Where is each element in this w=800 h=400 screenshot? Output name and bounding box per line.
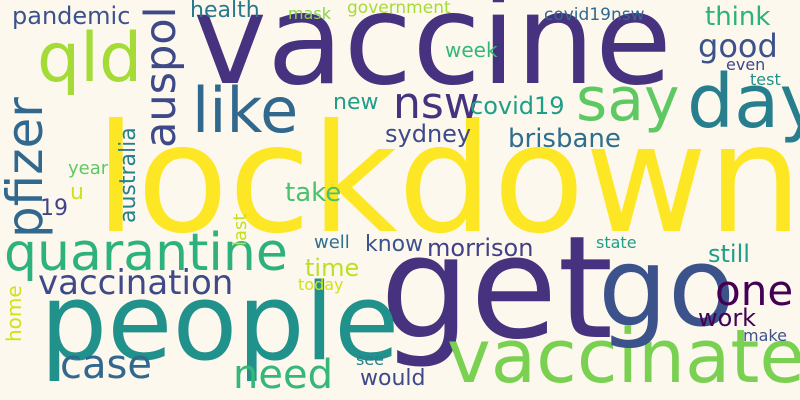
word-test: test — [750, 70, 781, 89]
word-u: u — [70, 180, 84, 205]
word-pandemic: pandemic — [12, 2, 131, 30]
word-government: government — [347, 0, 451, 18]
word-state: state — [596, 233, 637, 252]
word-australia: australia — [116, 127, 141, 223]
word-qld: qld — [37, 19, 143, 98]
word-say: say — [576, 65, 680, 135]
word-covid19nsw: covid19nsw — [544, 5, 645, 25]
word-nsw: nsw — [393, 78, 480, 129]
word-year: year — [68, 158, 109, 179]
word-morrison: morrison — [427, 234, 534, 262]
word-need: need — [233, 352, 333, 398]
word-today: today — [298, 275, 344, 294]
word-last: last — [230, 213, 251, 246]
word-would: would — [360, 366, 426, 391]
word-still: still — [708, 240, 750, 268]
word-lockdown: lockdown — [95, 93, 800, 267]
word-even: even — [726, 55, 766, 74]
word-work: work — [698, 304, 757, 332]
word-week: week — [445, 38, 498, 62]
word-health: health — [190, 0, 260, 23]
word-home: home — [2, 285, 26, 342]
word-vaccine: vaccine — [193, 0, 672, 113]
word-day: day — [687, 59, 800, 145]
word-mask: mask — [288, 4, 331, 23]
word-think: think — [705, 2, 771, 32]
word-new: new — [333, 90, 379, 115]
word-quarantine: quarantine — [4, 223, 288, 283]
word-auspol: auspol — [136, 6, 186, 148]
word-take: take — [285, 178, 342, 208]
word-make: make — [743, 326, 787, 345]
word-like: like — [192, 74, 299, 147]
word-case: case — [60, 342, 152, 388]
word-covid19: covid19 — [470, 92, 565, 120]
word-vaccinate: vaccinate — [447, 314, 800, 400]
word-19: 19 — [40, 196, 68, 221]
word-go: go — [598, 223, 736, 351]
word-well: well — [314, 232, 350, 253]
word-see: see — [356, 350, 385, 369]
word-vaccination: vaccination — [38, 263, 234, 303]
word-good: good — [698, 27, 778, 65]
word-people: people — [40, 261, 400, 384]
word-one: one — [715, 266, 794, 315]
word-time: time — [305, 254, 360, 282]
word-get: get — [380, 206, 614, 371]
word-sydney: sydney — [385, 120, 472, 148]
word-brisbane: brisbane — [508, 124, 621, 154]
word-know: know — [365, 232, 424, 257]
